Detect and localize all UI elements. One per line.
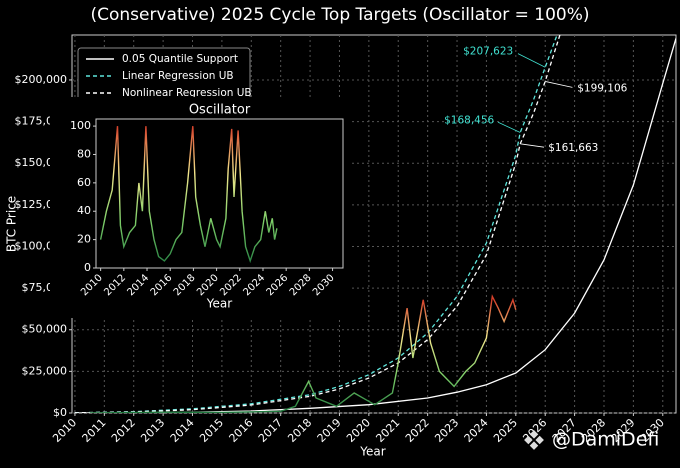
legend-label: Nonlinear Regression UB (122, 87, 252, 99)
annotation-label: $207,623 (463, 45, 513, 57)
y-tick-label: 20 (77, 233, 91, 246)
y-tick-label: $0 (53, 406, 67, 419)
y-tick-label: 100 (70, 119, 91, 132)
y-tick-label: 80 (77, 147, 91, 160)
y-tick-label: 0 (84, 261, 91, 274)
series-line (74, 35, 558, 413)
legend-label: 0.05 Quantile Support (122, 53, 238, 65)
plot-area (95, 118, 344, 269)
annotation-arrow (545, 81, 573, 88)
y-axis-label: BTC Price (5, 196, 19, 252)
y-tick-label: $50,000 (22, 323, 68, 336)
series-line (99, 126, 278, 264)
inset-title: Oscillator (189, 103, 251, 118)
legend-label: Linear Regression UB (122, 70, 234, 82)
annotation-arrow (497, 121, 521, 133)
annotation-label: $161,663 (548, 142, 598, 154)
y-tick-label: 60 (77, 176, 91, 189)
series-line (74, 35, 561, 413)
x-axis-label: Year (359, 445, 385, 459)
y-tick-label: $25,000 (22, 364, 68, 377)
annotation-arrow (517, 53, 546, 68)
chart-title: (Conservative) 2025 Cycle Top Targets (O… (90, 5, 589, 25)
series-line (74, 38, 676, 413)
y-tick-label: $200,000 (15, 73, 68, 86)
annotation-label: $168,456 (444, 114, 494, 126)
y-tick-label: 40 (77, 204, 91, 217)
annotation-label: $199,106 (577, 82, 627, 94)
inset-x-label: Year (206, 297, 232, 311)
watermark-text: @DamiDefi (552, 429, 659, 451)
annotation-arrow (520, 143, 545, 148)
series-line (89, 294, 517, 413)
